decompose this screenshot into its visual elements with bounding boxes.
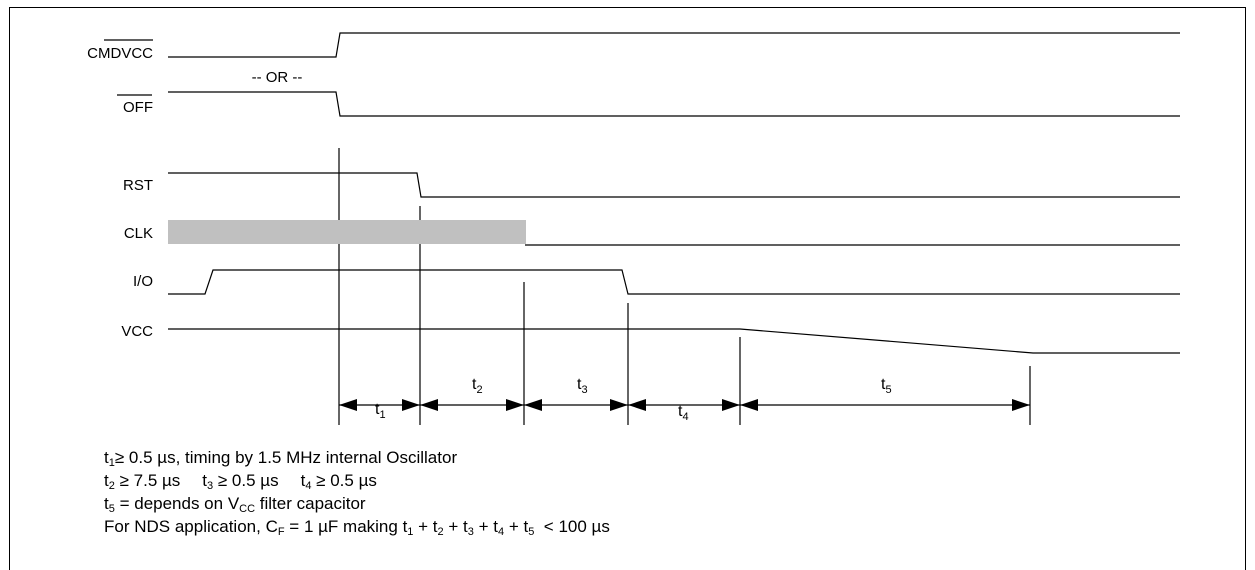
timing-diagram: CMDVCC -- OR -- OFF RST CLK I/O VCC t1 t… [87, 32, 1180, 425]
note-line-4: For NDS application, CF = 1 µF making t1… [104, 517, 610, 538]
arrowhead-icon [402, 399, 420, 411]
diagram-frame [9, 7, 1246, 570]
label-or: -- OR -- [252, 69, 303, 86]
label-vcc: VCC [121, 323, 153, 340]
note-line-3: t5 = depends on VCC filter capacitor [104, 494, 366, 515]
arrowhead-icon [524, 399, 542, 411]
vcc-waveform [168, 328, 1180, 354]
label-clk: CLK [124, 225, 153, 242]
note-line-2: t2 ≥ 7.5 µs t3 ≥ 0.5 µs t4 ≥ 0.5 µs [104, 471, 377, 492]
interval-label-t2: t2 [472, 376, 483, 396]
interval-label-t1: t1 [375, 401, 386, 421]
arrowhead-icon [420, 399, 438, 411]
label-cmdvcc: CMDVCC [87, 45, 153, 62]
interval-label-t3: t3 [577, 376, 588, 396]
cmdvcc-waveform [168, 32, 1180, 58]
arrowhead-icon [339, 399, 357, 411]
io-waveform [168, 269, 1180, 295]
timing-notes: t1≥ 0.5 µs, timing by 1.5 MHz internal O… [104, 446, 610, 538]
note-line-1: t1≥ 0.5 µs, timing by 1.5 MHz internal O… [104, 448, 458, 469]
label-rst: RST [123, 177, 153, 194]
interval-label-t4: t4 [678, 403, 689, 423]
arrowhead-icon [506, 399, 524, 411]
off-waveform [168, 91, 1180, 117]
arrowhead-icon [628, 399, 646, 411]
arrowhead-icon [610, 399, 628, 411]
label-io: I/O [133, 273, 153, 290]
rst-waveform [168, 172, 1180, 198]
interval-label-t5: t5 [881, 376, 892, 396]
arrowhead-icon [722, 399, 740, 411]
clk-active-band [168, 220, 526, 244]
label-off: OFF [123, 99, 153, 116]
arrowhead-icon [1012, 399, 1030, 411]
arrowhead-icon [740, 399, 758, 411]
